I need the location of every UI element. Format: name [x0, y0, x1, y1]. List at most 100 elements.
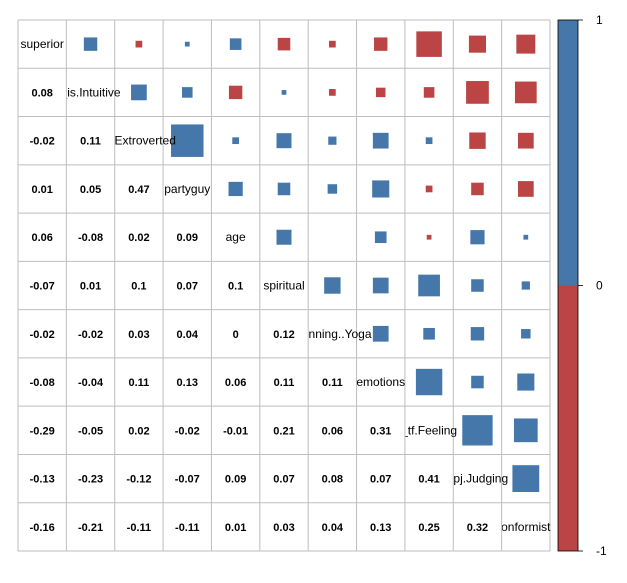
- correlation-square: [470, 327, 485, 341]
- correlation-value: -0.11: [175, 522, 199, 534]
- correlation-value: 0.21: [273, 425, 294, 437]
- correlation-square: [232, 137, 239, 145]
- correlation-value: 0.47: [128, 184, 149, 196]
- correlation-value: 0.31: [370, 425, 391, 437]
- correlation-value: -0.02: [175, 425, 200, 437]
- correlation-square: [228, 85, 243, 100]
- correlation-value: 0.01: [80, 281, 101, 293]
- correlation-square: [281, 90, 287, 95]
- correlation-value: -0.29: [30, 425, 55, 437]
- correlation-value: -0.01: [223, 425, 248, 437]
- correlation-square: [470, 230, 485, 245]
- correlation-square: [462, 415, 493, 446]
- correlation-square: [471, 279, 484, 292]
- correlation-square: [327, 184, 338, 194]
- variable-label: spiritual: [263, 279, 304, 293]
- correlation-square: [466, 81, 489, 104]
- correlation-square: [229, 38, 242, 50]
- correlation-value: 0.11: [322, 377, 343, 389]
- variable-label: _tf.Feeling: [400, 423, 457, 437]
- correlation-square: [468, 35, 486, 53]
- correlation-value: 0.13: [370, 522, 391, 534]
- correlation-square: [228, 181, 243, 197]
- plot-background: [18, 20, 550, 551]
- correlation-square: [276, 133, 292, 149]
- correlation-square: [513, 418, 538, 443]
- correlation-square: [416, 31, 442, 57]
- correlation-value: 0: [233, 329, 239, 341]
- correlation-value: 0.25: [418, 522, 439, 534]
- correlation-square: [521, 281, 530, 290]
- correlation-square: [471, 182, 484, 196]
- correlation-value: -0.04: [78, 377, 104, 389]
- correlation-value: 0.08: [31, 87, 52, 99]
- correlation-value: 0.1: [131, 281, 146, 293]
- correlation-square: [372, 277, 389, 294]
- correlation-square: [329, 89, 336, 96]
- correlation-value: -0.02: [78, 329, 103, 341]
- correlation-value: 0.08: [322, 474, 343, 486]
- correlation-square: [277, 37, 291, 51]
- correlation-value: -0.08: [30, 377, 55, 389]
- correlation-value: -0.08: [78, 232, 103, 244]
- correlation-value: 0.09: [177, 232, 198, 244]
- correlation-value: 0.05: [80, 184, 101, 196]
- correlation-square: [181, 87, 193, 98]
- correlation-value: 0.12: [273, 329, 294, 341]
- correlation-value: 0.02: [128, 232, 149, 244]
- correlation-value: 0.04: [177, 329, 199, 341]
- correlation-square: [418, 274, 440, 297]
- correlation-square: [324, 277, 341, 294]
- variable-label: ei.Extroverted: [102, 134, 176, 148]
- correlation-value: -0.12: [126, 474, 151, 486]
- correlation-value: 0.1: [228, 281, 243, 293]
- variable-label: emotions: [356, 375, 405, 389]
- correlation-square: [517, 132, 534, 149]
- correlation-square: [469, 132, 486, 149]
- correlation-square: [375, 87, 386, 98]
- correlation-value: 0.09: [225, 474, 246, 486]
- correlation-square: [131, 84, 147, 101]
- variable-label: onformist: [501, 520, 551, 534]
- correlation-value: 0.32: [467, 522, 488, 534]
- correlation-value: 0.07: [370, 474, 391, 486]
- correlation-value: -0.07: [175, 474, 200, 486]
- correlation-square: [516, 34, 536, 54]
- correlation-value: 0.07: [177, 281, 198, 293]
- correlation-square: [372, 180, 390, 198]
- correlation-value: 0.13: [177, 377, 198, 389]
- correlation-square: [423, 87, 435, 98]
- colorbar-positive: [558, 20, 578, 286]
- correlation-square: [277, 182, 291, 196]
- correlation-value: -0.23: [78, 474, 103, 486]
- correlation-value: -0.13: [30, 474, 55, 486]
- correlation-value: -0.02: [30, 136, 55, 148]
- correlation-square: [372, 325, 389, 342]
- correlation-value: 0.41: [418, 474, 439, 486]
- correlation-value: 0.11: [80, 136, 101, 148]
- correlation-square: [471, 375, 484, 389]
- colorbar-tick-label: 0: [596, 279, 603, 293]
- colorbar-negative: [558, 285, 578, 551]
- correlation-square: [512, 465, 540, 492]
- correlation-value: 0.03: [273, 522, 294, 534]
- correlation-value: 0.11: [274, 377, 295, 389]
- correlation-square: [521, 329, 531, 339]
- correlation-value: 0.06: [31, 232, 52, 244]
- correlation-square: [425, 185, 433, 193]
- correlation-square: [426, 234, 432, 240]
- correlation-value: -0.07: [30, 281, 55, 293]
- correlation-square: [276, 229, 292, 245]
- colorbar-tick-label: -1: [596, 544, 607, 558]
- correlation-square: [372, 132, 389, 149]
- variable-label: _is.Intuitive: [60, 85, 121, 99]
- correlation-square: [374, 231, 387, 244]
- variable-label: age: [226, 230, 246, 244]
- correlation-value: 0.11: [129, 377, 150, 389]
- correlation-value: -0.11: [127, 522, 151, 534]
- correlation-square: [83, 37, 98, 51]
- correlation-value: -0.02: [30, 329, 55, 341]
- correlation-value: 0.06: [322, 425, 343, 437]
- correlation-square: [517, 373, 535, 391]
